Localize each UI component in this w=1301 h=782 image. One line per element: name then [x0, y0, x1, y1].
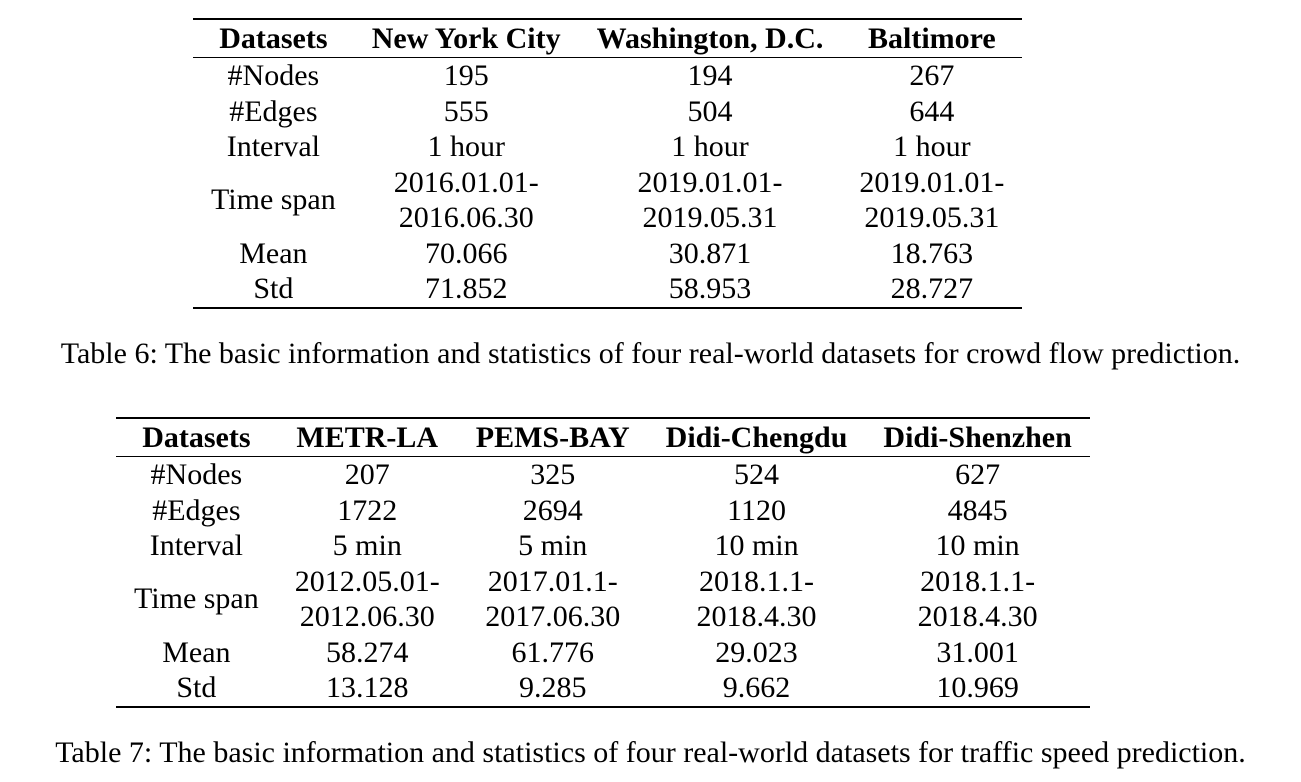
header-datasets: Datasets — [116, 418, 277, 457]
row-label: Std — [193, 271, 354, 308]
table-cell: 10 min — [648, 528, 866, 564]
table-cell: 1 hour — [354, 129, 579, 165]
table-cell: 1120 — [648, 493, 866, 529]
table-cell: 5 min — [458, 528, 648, 564]
time-span-start: 2019.01.01- — [859, 165, 1004, 201]
header-didi-shenzhen: Didi-Shenzhen — [865, 418, 1089, 457]
table-6: Datasets New York City Washington, D.C. … — [193, 18, 1022, 309]
table-7: Datasets METR-LA PEMS-BAY Didi-Chengdu D… — [116, 417, 1090, 708]
table-row: #Edges 1722 2694 1120 4845 — [116, 493, 1090, 529]
row-label: Interval — [116, 528, 277, 564]
table-cell: 1722 — [277, 493, 458, 529]
time-span-start: 2012.05.01- — [295, 564, 440, 600]
table-row: Time span 2016.01.01- 2016.06.30 2019.01… — [193, 165, 1022, 236]
table-cell: 207 — [277, 457, 458, 493]
table-cell: 9.285 — [458, 670, 648, 707]
table-cell: 2017.01.1- 2017.06.30 — [458, 564, 648, 635]
row-label: Time span — [116, 564, 277, 635]
table-row: Interval 5 min 5 min 10 min 10 min — [116, 528, 1090, 564]
row-label: #Nodes — [193, 58, 354, 94]
row-label: Std — [116, 670, 277, 707]
table-cell: 2018.1.1- 2018.4.30 — [648, 564, 866, 635]
table-cell: 2694 — [458, 493, 648, 529]
table-cell: 9.662 — [648, 670, 866, 707]
table-cell: 325 — [458, 457, 648, 493]
header-washington-dc: Washington, D.C. — [579, 19, 842, 58]
time-span-end: 2016.06.30 — [372, 200, 561, 236]
table-row: Std 13.128 9.285 9.662 10.969 — [116, 670, 1090, 707]
table-row: Mean 70.066 30.871 18.763 — [193, 236, 1022, 272]
time-span-start: 2018.1.1- — [883, 564, 1071, 600]
time-span-start: 2017.01.1- — [476, 564, 630, 600]
row-label: #Edges — [193, 94, 354, 130]
row-label: #Nodes — [116, 457, 277, 493]
row-label: Mean — [116, 635, 277, 671]
table-cell: 644 — [841, 94, 1022, 130]
time-span-end: 2019.05.31 — [859, 200, 1004, 236]
table-row: Std 71.852 58.953 28.727 — [193, 271, 1022, 308]
table-cell: 2016.01.01- 2016.06.30 — [354, 165, 579, 236]
table-cell: 555 — [354, 94, 579, 130]
time-span-start: 2019.01.01- — [597, 165, 824, 201]
time-span-start: 2016.01.01- — [372, 165, 561, 201]
table-row: Interval 1 hour 1 hour 1 hour — [193, 129, 1022, 165]
header-metr-la: METR-LA — [277, 418, 458, 457]
table-cell: 4845 — [865, 493, 1089, 529]
table-row: #Nodes 207 325 524 627 — [116, 457, 1090, 493]
table-cell: 267 — [841, 58, 1022, 94]
row-label: Mean — [193, 236, 354, 272]
table-cell: 1 hour — [841, 129, 1022, 165]
table-cell: 504 — [579, 94, 842, 130]
table-cell: 5 min — [277, 528, 458, 564]
table-cell: 29.023 — [648, 635, 866, 671]
header-baltimore: Baltimore — [841, 19, 1022, 58]
table-cell: 28.727 — [841, 271, 1022, 308]
table-cell: 524 — [648, 457, 866, 493]
time-span-end: 2012.06.30 — [295, 599, 440, 635]
header-new-york-city: New York City — [354, 19, 579, 58]
time-span-start: 2018.1.1- — [666, 564, 848, 600]
table-cell: 70.066 — [354, 236, 579, 272]
table-cell: 2019.01.01- 2019.05.31 — [841, 165, 1022, 236]
table-cell: 31.001 — [865, 635, 1089, 671]
time-span-end: 2018.4.30 — [666, 599, 848, 635]
header-pems-bay: PEMS-BAY — [458, 418, 648, 457]
table-cell: 71.852 — [354, 271, 579, 308]
table-row: #Edges 555 504 644 — [193, 94, 1022, 130]
time-span-end: 2018.4.30 — [883, 599, 1071, 635]
header-datasets: Datasets — [193, 19, 354, 58]
row-label: Interval — [193, 129, 354, 165]
table-cell: 61.776 — [458, 635, 648, 671]
table-cell: 2012.05.01- 2012.06.30 — [277, 564, 458, 635]
table-cell: 195 — [354, 58, 579, 94]
row-label: Time span — [193, 165, 354, 236]
time-span-end: 2017.06.30 — [476, 599, 630, 635]
table-header-row: Datasets New York City Washington, D.C. … — [193, 19, 1022, 58]
table-cell: 58.274 — [277, 635, 458, 671]
table-6-caption: Table 6: The basic information and stati… — [0, 337, 1301, 371]
table-header-row: Datasets METR-LA PEMS-BAY Didi-Chengdu D… — [116, 418, 1090, 457]
table-cell: 2019.01.01- 2019.05.31 — [579, 165, 842, 236]
header-didi-chengdu: Didi-Chengdu — [648, 418, 866, 457]
row-label: #Edges — [116, 493, 277, 529]
table-row: Time span 2012.05.01- 2012.06.30 2017.01… — [116, 564, 1090, 635]
table-cell: 1 hour — [579, 129, 842, 165]
table-cell: 194 — [579, 58, 842, 94]
table-cell: 10.969 — [865, 670, 1089, 707]
table-cell: 10 min — [865, 528, 1089, 564]
table-cell: 2018.1.1- 2018.4.30 — [865, 564, 1089, 635]
table-cell: 30.871 — [579, 236, 842, 272]
table-cell: 627 — [865, 457, 1089, 493]
table-row: Mean 58.274 61.776 29.023 31.001 — [116, 635, 1090, 671]
table-cell: 13.128 — [277, 670, 458, 707]
time-span-end: 2019.05.31 — [597, 200, 824, 236]
table-cell: 58.953 — [579, 271, 842, 308]
table-7-caption: Table 7: The basic information and stati… — [0, 736, 1301, 770]
table-cell: 18.763 — [841, 236, 1022, 272]
table-row: #Nodes 195 194 267 — [193, 58, 1022, 94]
